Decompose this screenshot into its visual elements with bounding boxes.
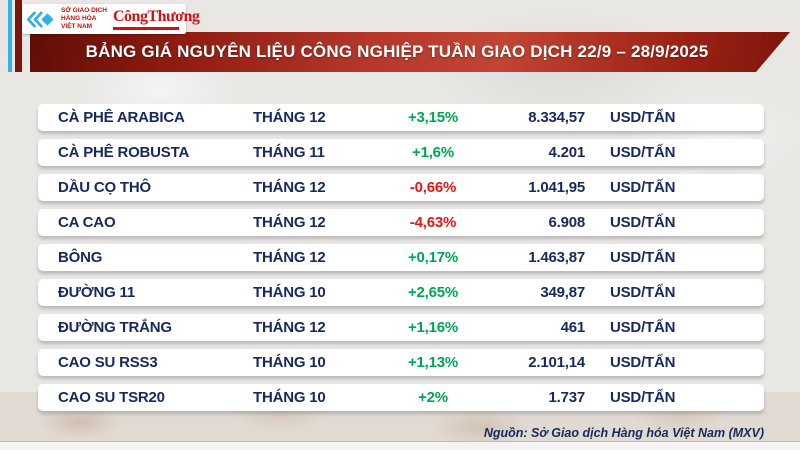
table-row: BÔNG THÁNG 12 +0,17% 1.463,87 USD/TẤN <box>38 244 764 271</box>
bottom-edge-strip <box>0 441 800 450</box>
commodity-name: CÀ PHÊ ROBUSTA <box>58 144 190 161</box>
price-change-percent: +0,17% <box>407 249 459 266</box>
mxv-chevron-logo-icon <box>27 10 57 29</box>
table-row: DẦU CỌ THÔ THÁNG 12 -0,66% 1.041,95 USD/TẤN <box>38 174 764 201</box>
congthuong-logo: CôngThương <box>113 7 200 30</box>
commodity-name: CÀ PHÊ ARABICA <box>58 109 185 126</box>
contract-month: THÁNG 12 <box>253 214 326 231</box>
price-value: 1.737 <box>548 389 585 406</box>
price-value: 461 <box>560 319 586 336</box>
table-row: ĐƯỜNG 11 THÁNG 10 +2,65% 349,87 USD/TẤN <box>38 279 764 306</box>
left-accent-stripe-cyan <box>8 0 12 72</box>
commodity-name: CA CAO <box>58 214 116 231</box>
table-row: CÀ PHÊ ROBUSTA THÁNG 11 +1,6% 4.201 USD/TẤN <box>38 139 764 166</box>
price-unit: USD/TẤN <box>610 389 676 406</box>
contract-month: THÁNG 10 <box>253 284 326 301</box>
contract-month: THÁNG 12 <box>253 109 326 126</box>
page-title: BẢNG GIÁ NGUYÊN LIỆU CÔNG NGHIỆP TUẦN GI… <box>85 42 709 61</box>
price-change-percent: +3,15% <box>407 109 459 126</box>
commodity-name: CAO SU RSS3 <box>58 354 158 371</box>
congthuong-logo-underline <box>113 26 179 30</box>
price-value: 6.908 <box>548 214 585 231</box>
commodity-name: CAO SU TSR20 <box>58 389 165 406</box>
commodity-name: ĐƯỜNG 11 <box>58 284 135 301</box>
price-unit: USD/TẤN <box>610 109 676 126</box>
congthuong-logo-text: CôngThương <box>113 7 200 25</box>
price-value: 1.463,87 <box>528 249 585 266</box>
price-change-percent: +2,65% <box>407 284 459 301</box>
source-credit: Nguồn: Sở Giao dịch Hàng hóa Việt Nam (M… <box>483 426 764 440</box>
contract-month: THÁNG 12 <box>253 249 326 266</box>
price-unit: USD/TẤN <box>610 284 676 301</box>
contract-month: THÁNG 12 <box>253 179 326 196</box>
mxv-name-text: SỞ GIAO DỊCH HÀNG HÓA VIỆT NAM <box>61 7 107 30</box>
price-change-percent: +2% <box>418 389 448 406</box>
table-row: ĐƯỜNG TRẮNG THÁNG 12 +1,16% 461 USD/TẤN <box>38 314 764 341</box>
contract-month: THÁNG 10 <box>253 354 326 371</box>
contract-month: THÁNG 12 <box>253 319 326 336</box>
mxv-name-line3: VIỆT NAM <box>61 22 93 30</box>
title-banner: BẢNG GIÁ NGUYÊN LIỆU CÔNG NGHIỆP TUẦN GI… <box>30 32 790 72</box>
commodity-name: ĐƯỜNG TRẮNG <box>58 319 172 336</box>
table-row: CA CAO THÁNG 12 -4,63% 6.908 USD/TẤN <box>38 209 764 236</box>
table-row: CAO SU RSS3 THÁNG 10 +1,13% 2.101,14 USD/TẤN <box>38 349 764 376</box>
price-unit: USD/TẤN <box>610 144 676 161</box>
price-unit: USD/TẤN <box>610 354 676 371</box>
price-value: 4.201 <box>548 144 585 161</box>
table-row: CAO SU TSR20 THÁNG 10 +2% 1.737 USD/TẤN <box>38 384 764 411</box>
price-change-percent: -4,63% <box>409 214 457 231</box>
price-unit: USD/TẤN <box>610 249 676 266</box>
publisher-logo-plate: SỞ GIAO DỊCH HÀNG HÓA VIỆT NAM CôngThươn… <box>22 4 200 34</box>
table-row: CÀ PHÊ ARABICA THÁNG 12 +3,15% 8.334,57 USD/… <box>38 104 764 131</box>
left-accent-stripe-red <box>15 0 22 72</box>
price-unit: USD/TẤN <box>610 214 676 231</box>
price-change-percent: +1,6% <box>412 144 454 161</box>
price-value: 349,87 <box>540 284 585 301</box>
price-unit: USD/TẤN <box>610 319 676 336</box>
price-value: 8.334,57 <box>528 109 585 126</box>
price-change-percent: +1,16% <box>407 319 459 336</box>
mxv-name-line2: HÀNG HÓA <box>61 15 97 23</box>
price-value: 1.041,95 <box>528 179 585 196</box>
price-change-percent: -0,66% <box>409 179 457 196</box>
commodity-name: DẦU CỌ THÔ <box>58 179 151 196</box>
price-value: 2.101,14 <box>528 354 585 371</box>
price-change-percent: +1,13% <box>407 354 459 371</box>
commodity-name: BÔNG <box>58 249 103 266</box>
contract-month: THÁNG 10 <box>253 389 326 406</box>
price-unit: USD/TẤN <box>610 179 676 196</box>
mxv-name-line1: SỞ GIAO DỊCH <box>61 7 107 15</box>
contract-month: THÁNG 11 <box>253 144 325 161</box>
price-table: CÀ PHÊ ARABICA THÁNG 12 +3,15% 8.334,57 USD/… <box>0 104 764 419</box>
